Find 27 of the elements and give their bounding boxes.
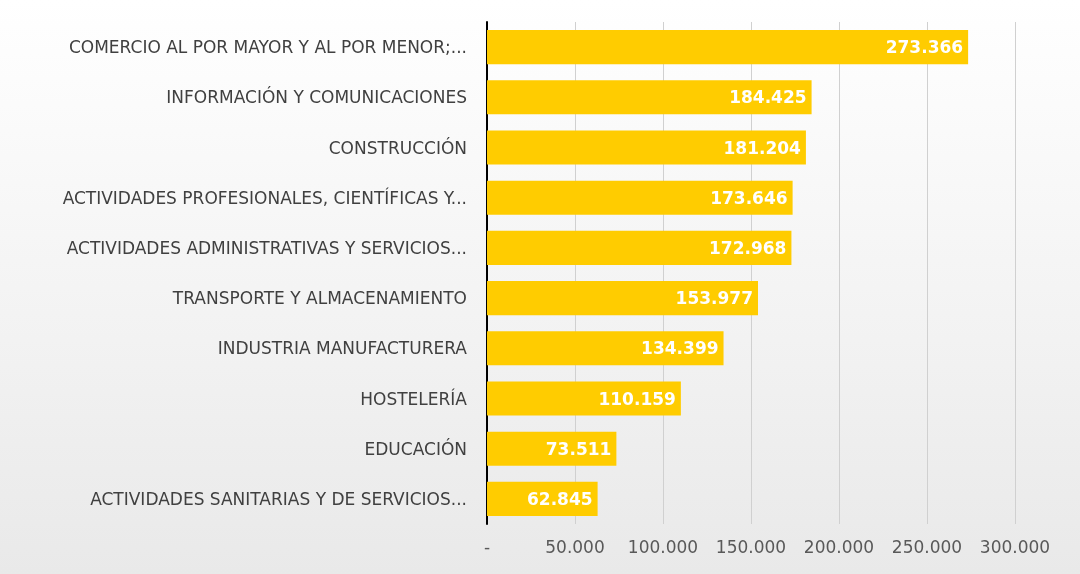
data-label: 181.204	[723, 137, 802, 158]
y-tick-label: HOSTELERÍA	[360, 387, 468, 409]
y-tick-label: CONSTRUCCIÓN	[328, 136, 467, 158]
data-label: 172.968	[708, 237, 787, 258]
y-tick-label: ACTIVIDADES PROFESIONALES, CIENTÍFICAS Y...	[62, 186, 467, 208]
data-label: 173.646	[710, 187, 788, 208]
x-tick-label: 50.000	[545, 536, 605, 557]
y-tick-label: ACTIVIDADES ADMINISTRATIVAS Y SERVICIOS...	[66, 237, 467, 258]
x-tick-label: 100.000	[627, 536, 699, 557]
x-tick-label: 150.000	[715, 536, 787, 557]
y-tick-label: INFORMACIÓN Y COMUNICACIONES	[166, 86, 467, 108]
data-label: 184.425	[729, 87, 807, 108]
x-tick-label: 200.000	[803, 536, 875, 557]
y-tick-label: ACTIVIDADES SANITARIAS Y DE SERVICIOS...	[90, 488, 467, 509]
data-label: 273.366	[885, 37, 964, 58]
x-tick-label: -	[483, 536, 491, 557]
data-label: 110.159	[598, 388, 676, 409]
data-label: 134.399	[641, 338, 719, 359]
y-tick-label: TRANSPORTE Y ALMACENAMIENTO	[171, 288, 467, 309]
y-tick-label: EDUCACIÓN	[364, 437, 467, 459]
y-tick-label: COMERCIO AL POR MAYOR Y AL POR MENOR;...	[68, 37, 467, 58]
x-tick-label: 300.000	[979, 536, 1051, 557]
data-label: 153.977	[675, 288, 753, 309]
data-label: 62.845	[527, 488, 593, 509]
data-label: 73.511	[545, 438, 612, 459]
y-tick-label: INDUSTRIA MANUFACTURERA	[217, 338, 468, 359]
x-tick-label: 250.000	[891, 536, 963, 557]
